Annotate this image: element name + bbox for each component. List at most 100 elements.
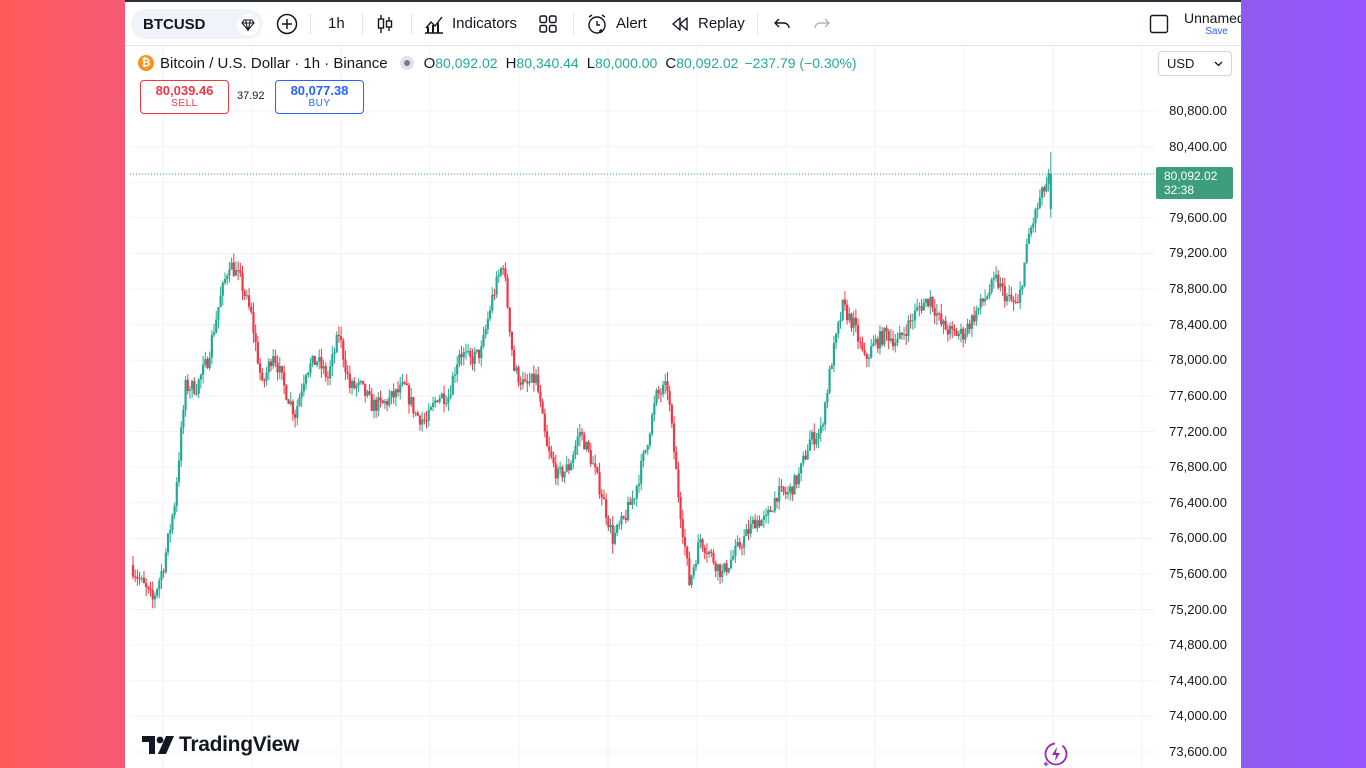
candle-body	[464, 351, 468, 353]
candle-body	[1010, 294, 1013, 301]
rewind-icon	[672, 16, 688, 31]
candle-body	[578, 432, 581, 437]
candle-body	[992, 277, 995, 280]
candle-body	[175, 482, 178, 507]
candle-body	[164, 552, 167, 573]
candle-body	[523, 379, 527, 382]
replay-button[interactable]: Replay	[671, 2, 745, 45]
candle-body	[149, 588, 152, 591]
candle-body	[642, 452, 645, 461]
candle-body	[488, 310, 492, 319]
candle-body	[677, 469, 680, 498]
indicators-button[interactable]: Indicators	[423, 2, 517, 45]
layout-name-button[interactable]: Unnamed Save	[1184, 10, 1241, 40]
candle-body	[1016, 302, 1020, 304]
buy-price: 80,077.38	[290, 83, 349, 98]
candle-body	[659, 393, 663, 395]
layout-name: Unnamed	[1184, 10, 1241, 26]
sell-button[interactable]: 80,039.46 SELL	[140, 80, 229, 114]
candle-body	[762, 516, 765, 521]
candle-body	[556, 468, 560, 479]
brand-name: TradingView	[179, 733, 300, 756]
candle-body	[813, 432, 816, 445]
candle-body	[188, 389, 192, 391]
toolbar-separator	[411, 14, 412, 34]
candle-body	[440, 393, 443, 399]
candle-body	[407, 385, 411, 405]
candles-icon	[377, 14, 393, 33]
price-axis-label: 75,600.00	[1169, 565, 1227, 581]
undo-button[interactable]	[773, 2, 791, 45]
candle-body	[265, 372, 268, 381]
redo-button[interactable]	[813, 2, 831, 45]
candle-body	[986, 296, 989, 299]
symbol-search-button[interactable]: BTCUSD	[131, 9, 263, 39]
candle-body	[355, 385, 358, 389]
candle-body	[226, 275, 229, 280]
candle-body	[431, 402, 435, 408]
candle-body	[948, 325, 952, 335]
candle-body	[690, 575, 693, 586]
candle-body	[738, 541, 741, 548]
candle-body	[775, 497, 779, 502]
candle-body	[153, 595, 157, 600]
grid-icon	[539, 14, 557, 33]
open-value: 80,092.02	[435, 55, 498, 71]
candle-body	[962, 328, 965, 340]
candle-body	[138, 578, 141, 580]
candle-body	[458, 354, 461, 365]
candle-body	[537, 374, 540, 392]
candle-body	[876, 338, 879, 349]
tradingview-logo[interactable]: TradingView	[142, 732, 299, 758]
symbol-title[interactable]: Bitcoin / U.S. Dollar · 1h · Binance	[160, 54, 388, 72]
candle-body	[567, 464, 571, 471]
diamond-icon[interactable]	[237, 14, 259, 36]
candle-body	[158, 580, 161, 590]
layout-checkbox[interactable]	[1149, 2, 1169, 45]
alert-button[interactable]: Alert	[586, 2, 647, 45]
candle-body	[515, 367, 518, 371]
candle-body	[705, 552, 709, 555]
candle-body	[326, 376, 330, 379]
candle-body	[563, 471, 566, 478]
compare-add-button[interactable]	[276, 2, 298, 45]
candle-body	[953, 328, 956, 331]
currency-select[interactable]: USD	[1158, 51, 1232, 76]
price-axis-label: 76,800.00	[1169, 459, 1227, 475]
layouts-button[interactable]	[538, 2, 558, 45]
candle-body	[828, 369, 831, 393]
candle-body	[353, 380, 356, 389]
candle-body	[166, 533, 170, 553]
candle-body	[583, 434, 586, 450]
candle-body	[219, 295, 222, 308]
candle-body	[539, 391, 542, 402]
indicators-icon	[425, 16, 443, 34]
save-label: Save	[1205, 26, 1228, 37]
legend: ₿ Bitcoin / U.S. Dollar · 1h · Binance O…	[138, 52, 857, 74]
candle-body	[694, 563, 698, 568]
candle-body	[230, 262, 233, 270]
buy-button[interactable]: 80,077.38 BUY	[275, 80, 364, 114]
candle-body	[716, 564, 719, 572]
tradingview-logo-icon	[142, 736, 174, 754]
candle-body	[613, 532, 617, 544]
candle-body	[486, 318, 489, 330]
chart-type-button[interactable]	[376, 2, 394, 45]
candle-body	[852, 317, 855, 328]
candle-body	[891, 338, 895, 347]
interval-button[interactable]: 1h	[328, 2, 345, 45]
candle-body	[313, 355, 316, 366]
candle-body	[548, 446, 551, 452]
candle-body	[830, 365, 833, 370]
candle-body	[460, 354, 463, 358]
price-chart[interactable]	[130, 44, 1236, 768]
candle-body	[889, 338, 893, 341]
redo-icon	[814, 18, 830, 28]
candle-body	[887, 331, 890, 341]
candle-body	[215, 319, 218, 333]
candle-body	[186, 379, 189, 391]
candle-body	[530, 373, 533, 383]
candle-body	[964, 333, 967, 340]
lightning-icon[interactable]	[1043, 741, 1069, 767]
candle-body	[666, 381, 669, 392]
